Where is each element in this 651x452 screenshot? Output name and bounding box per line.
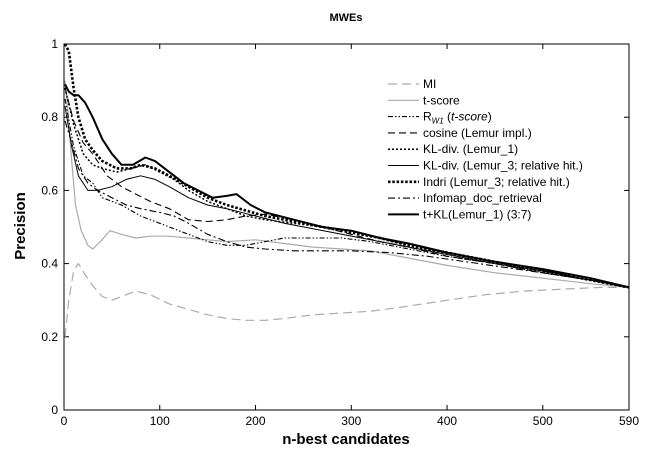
x-tick-label: 200 — [246, 414, 266, 428]
series-line-1 — [64, 80, 630, 288]
y-tick-label: 0 — [51, 403, 58, 417]
legend-label-part: Indri (Lemur_3; relative hit.) — [423, 175, 570, 189]
x-tick-label: 100 — [150, 414, 170, 428]
legend-label-part: t-score — [451, 110, 488, 124]
y-tick-label: 0.6 — [41, 183, 58, 197]
legend-label-part: t-score — [423, 93, 460, 107]
legend-label: Infomap_doc_retrieval — [423, 191, 542, 205]
legend-label: t-score — [423, 93, 460, 107]
plot-frame — [63, 43, 630, 411]
series-line-3 — [64, 87, 630, 288]
x-tick-label: 400 — [437, 414, 457, 428]
legend-label-part: KL-div. (Lemur_1) — [423, 142, 518, 156]
legend-label-part: W1 — [432, 117, 444, 126]
y-tick-label: 0.4 — [41, 257, 58, 271]
y-tick-label: 0.8 — [41, 110, 58, 124]
legend-label: t+KL(Lemur_1) (3:7) — [423, 207, 531, 221]
legend-label: MI — [423, 77, 436, 91]
legend-label-part: Infomap_doc_retrieval — [423, 191, 542, 205]
legend-label: KL-div. (Lemur_3; relative hit.) — [423, 159, 583, 173]
legend-label-part: ( — [444, 110, 451, 124]
legend-label-part: KL-div. (Lemur_3; relative hit.) — [423, 159, 583, 173]
chart-title: MWEs — [330, 12, 363, 24]
series-layer — [63, 43, 630, 337]
x-tick-label: 0 — [61, 414, 68, 428]
y-axis-label: Precision — [12, 192, 29, 260]
series-line-8 — [64, 83, 630, 289]
legend-label: cosine (Lemur impl.) — [423, 126, 532, 140]
x-tick-label: 300 — [341, 414, 361, 428]
series-line-0 — [64, 263, 629, 337]
x-tick-label: 590 — [619, 414, 639, 428]
legend-label-part: R — [423, 110, 432, 124]
legend-label: KL-div. (Lemur_1) — [423, 142, 518, 156]
x-axis-label: n-best candidates — [282, 431, 410, 448]
series-line-2 — [64, 98, 630, 288]
series-line-5 — [64, 106, 630, 288]
series-line-7 — [64, 120, 630, 288]
y-tick-label: 1 — [51, 37, 58, 51]
legend-label-part: t+KL(Lemur_1) (3:7) — [423, 207, 531, 221]
legend-label-part: ) — [488, 110, 492, 124]
legend-label-part: cosine (Lemur impl.) — [423, 126, 532, 140]
legend-label-part: MI — [423, 77, 436, 91]
legend-label: Indri (Lemur_3; relative hit.) — [423, 175, 570, 189]
y-tick-label: 0.2 — [41, 330, 58, 344]
axis-ticks: 0 100 200 300 400 500 590 0 0.2 0.4 0.6 0.8 1 — [41, 37, 639, 428]
x-tick-label: 500 — [533, 414, 553, 428]
legend-label: RW1 (t-score) — [423, 110, 492, 126]
series-line-4 — [64, 87, 630, 289]
